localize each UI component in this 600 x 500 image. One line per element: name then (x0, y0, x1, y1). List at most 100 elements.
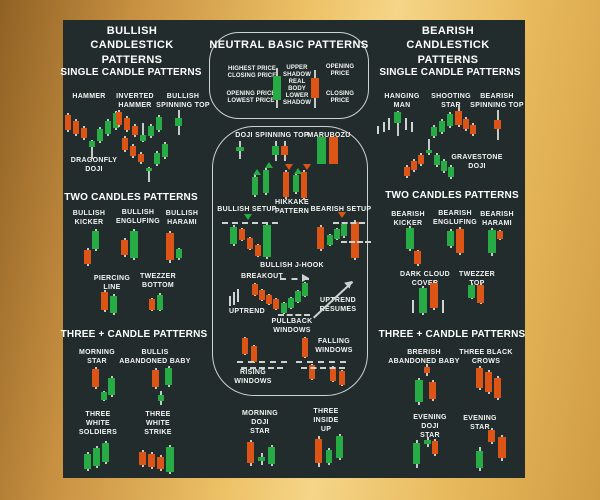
candle-three-white-strike-0 (139, 452, 146, 465)
label-hikkake-pattern: HIKKAKE PATTERN (274, 199, 310, 215)
candle-spinning-top-1 (281, 146, 288, 155)
label-bullis-abandoned-baby: BULLIS ABANDONED BABY (119, 349, 191, 365)
candle-dark-cloud-cover-3 (442, 300, 444, 313)
dash-line-5 (241, 367, 283, 369)
candle-anatomy-0 (273, 76, 281, 100)
label-bullish-spinning-top: BULLISH SPINNING TOP (156, 93, 210, 109)
title-bearish: BEARISH CANDLESTICK PATTERNS (406, 25, 490, 66)
candle-hanging-man-2 (388, 118, 390, 130)
dash-line-1 (333, 222, 365, 224)
label-bearish-kicker: BEARISH KICKER (391, 211, 425, 227)
candle-dragonfly-doji-3 (146, 168, 152, 171)
label-bullish-englufing: BULLISH ENGLUFING (116, 209, 160, 225)
candle-bearish-setup-3 (341, 224, 347, 236)
neutral-patterns-outline (209, 32, 369, 119)
candle-anatomy-1 (311, 78, 319, 98)
breakout-arrow (280, 278, 309, 280)
candle-bullish-englufing-1 (130, 231, 138, 258)
label-morning-star: MORNING STAR (79, 349, 115, 365)
dash-line-7 (301, 367, 345, 369)
candle-brerish-abandoned-baby-2 (429, 382, 436, 399)
label-bearish-spinning-top: BEARISH SPINNING TOP (470, 93, 524, 109)
candle-bearish-harami-1 (497, 231, 503, 239)
candle-hikkake-0 (252, 177, 258, 195)
candle-inverted-hammer-3 (140, 135, 146, 141)
label-uptrend-resumes: UPTREND RESUMES (319, 297, 357, 313)
title-neutral: NEUTRAL BASIC PATTERNS (209, 39, 369, 51)
dash-line-2 (341, 241, 371, 243)
candle-dark-cloud-cover-0 (412, 300, 414, 313)
candle-falling-windows-1 (309, 365, 315, 379)
candle-three-white-strike-1 (148, 454, 155, 467)
candle-twezzer-top-1 (477, 285, 484, 303)
candle-gravestone-doji-4 (434, 155, 440, 165)
candle-inverted-hammer-1 (124, 118, 130, 130)
candle-inverted-hammer-2 (132, 126, 138, 135)
label-evening-star: EVENING STAR (463, 415, 497, 431)
candle-doji-0 (236, 147, 244, 151)
candle-bearish-englufing-1 (456, 229, 464, 253)
label-bullish-j-hook: BULLISH J-HOOK (260, 262, 324, 269)
wick-inverted-hammer-3 (142, 123, 144, 142)
label-hanging-man: HANGING MAN (384, 93, 420, 109)
label-highest-closing: HIGHEST PRICE CLOSING PRICE (227, 66, 277, 80)
label-twezzer-bottom: TWEZZER BOTTOM (140, 273, 176, 289)
label-dragonfly-doji: DRAGONFLY DOJI (70, 157, 118, 173)
candle-hikkake-3 (293, 175, 299, 192)
candle-inverted-hammer-0 (116, 112, 122, 125)
candle-evening-star-2 (498, 437, 506, 458)
candle-hikkake-1 (263, 170, 269, 193)
candle-shooting-star-2 (447, 114, 453, 126)
candle-bearish-harami-0 (488, 230, 496, 253)
candle-brerish-abandoned-baby-0 (424, 367, 430, 373)
candle-j-hook-5 (288, 298, 294, 308)
header-three-left: THREE + CANDLE PATTERNS (60, 329, 208, 340)
label-hammer: HAMMER (72, 93, 106, 100)
candle-morning-star-0 (92, 369, 99, 387)
candle-uptrend-bars-1 (233, 292, 235, 305)
label-evening-doji-star: EVENING DOJI STAR (413, 414, 447, 439)
candle-three-inside-up-0 (315, 439, 322, 463)
candle-evening-doji-star-2 (432, 441, 438, 454)
dash-line-0 (222, 222, 278, 224)
label-three-white-strike: THREE WHITE STRIKE (144, 411, 172, 436)
candle-hanging-man-1 (383, 122, 385, 132)
candle-shooting-star-4 (463, 119, 469, 129)
candle-morning-doji-star-0 (247, 442, 254, 463)
candle-gravestone-doji-1 (411, 161, 417, 170)
candle-bearish-kicker-0 (406, 228, 414, 249)
wick-gravestone-doji-3 (428, 139, 430, 155)
candle-marubozu-1 (329, 137, 338, 164)
candle-bearish-setup-4 (351, 222, 359, 258)
candle-gravestone-doji-3 (426, 150, 432, 153)
candle-twezzer-top-0 (468, 285, 475, 298)
label-shooting-star: SHOOTING STAR (431, 93, 471, 109)
candle-j-hook-1 (259, 290, 265, 300)
label-three-inside-up: THREE INSIDE UP (313, 408, 339, 433)
candle-shooting-star-5 (470, 125, 476, 134)
candle-falling-windows-0 (302, 338, 308, 357)
candle-bullish-setup-4 (263, 225, 271, 257)
candle-evening-star-0 (476, 451, 483, 468)
candle-j-hook-6 (295, 291, 301, 302)
candle-j-hook-4 (281, 303, 287, 313)
trend-marker-6 (338, 212, 346, 218)
candle-uptrend-bars-2 (237, 289, 239, 302)
candle-hanging-man-4 (405, 118, 407, 130)
candle-bearish-kicker-1 (414, 251, 421, 264)
dash-line-3 (278, 314, 310, 316)
label-bearish-harami: BEARISH HARAMI (480, 211, 514, 227)
candle-twezzer-bottom-1 (157, 295, 163, 310)
candle-dragonfly-doji-4 (154, 153, 160, 164)
label-bullish-kicker: BULLISH KICKER (72, 210, 106, 226)
header-single-candle-left: SINGLE CANDLE PATTERNS (60, 67, 202, 78)
label-three-white-soldiers: THREE WHITE SOLDIERS (78, 411, 118, 436)
label-uptrend: UPTREND (229, 308, 265, 315)
candle-morning-doji-star-1 (258, 457, 265, 461)
candle-bearish-setup-0 (317, 227, 324, 249)
label-spinning-top: SPINNING TOP (255, 132, 309, 139)
candle-three-white-strike-2 (157, 457, 164, 469)
candle-dragonfly-doji-2 (138, 154, 144, 162)
label-bearish-englufing: BEARISH ENGLUFING (433, 210, 477, 226)
